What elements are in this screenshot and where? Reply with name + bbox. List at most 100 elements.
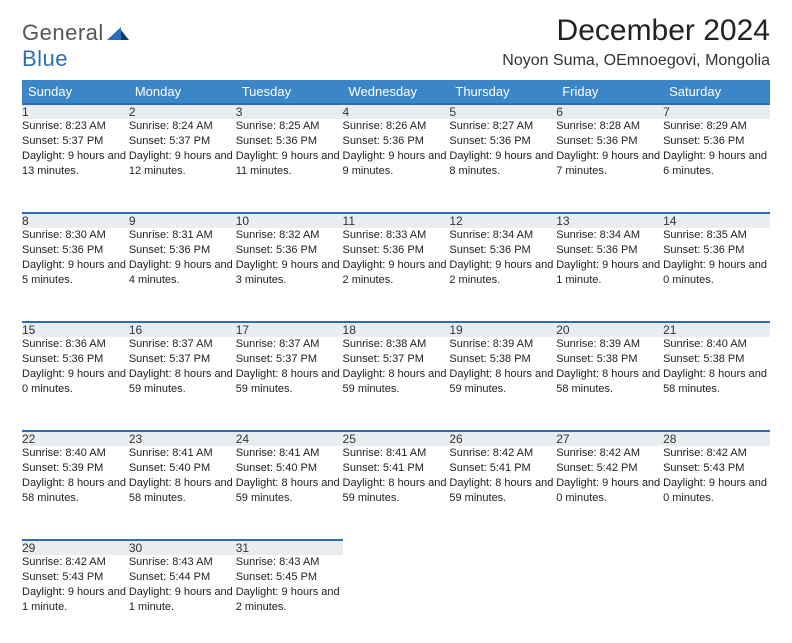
daylight-text: Daylight: 9 hours and 0 minutes.	[556, 476, 663, 506]
sunrise-text: Sunrise: 8:25 AM	[236, 119, 343, 134]
week-content-row: Sunrise: 8:36 AMSunset: 5:36 PMDaylight:…	[22, 337, 770, 425]
location-text: Noyon Suma, OEmnoegovi, Mongolia	[502, 52, 770, 70]
week-daynum-row: 891011121314	[22, 213, 770, 228]
day-cell: Sunrise: 8:32 AMSunset: 5:36 PMDaylight:…	[236, 228, 343, 316]
sunrise-text: Sunrise: 8:41 AM	[236, 446, 343, 461]
sunset-text: Sunset: 5:43 PM	[663, 461, 770, 476]
day-number: 16	[129, 322, 236, 337]
day-number: 24	[236, 431, 343, 446]
week-content-row: Sunrise: 8:42 AMSunset: 5:43 PMDaylight:…	[22, 555, 770, 643]
weekday-header: Monday	[129, 80, 236, 104]
sunrise-text: Sunrise: 8:29 AM	[663, 119, 770, 134]
daylight-text: Daylight: 9 hours and 5 minutes.	[22, 258, 129, 288]
weekday-header: Tuesday	[236, 80, 343, 104]
weekday-header: Saturday	[663, 80, 770, 104]
sunrise-text: Sunrise: 8:42 AM	[556, 446, 663, 461]
day-number: 20	[556, 322, 663, 337]
daylight-text: Daylight: 8 hours and 58 minutes.	[556, 367, 663, 397]
logo: General Blue	[22, 14, 129, 72]
empty-cell	[343, 540, 450, 555]
daylight-text: Daylight: 9 hours and 0 minutes.	[663, 258, 770, 288]
sunset-text: Sunset: 5:40 PM	[236, 461, 343, 476]
daylight-text: Daylight: 9 hours and 1 minute.	[556, 258, 663, 288]
sunset-text: Sunset: 5:41 PM	[449, 461, 556, 476]
sunrise-text: Sunrise: 8:40 AM	[663, 337, 770, 352]
sunrise-text: Sunrise: 8:28 AM	[556, 119, 663, 134]
sunrise-text: Sunrise: 8:24 AM	[129, 119, 236, 134]
weekday-header: Thursday	[449, 80, 556, 104]
sunset-text: Sunset: 5:38 PM	[663, 352, 770, 367]
empty-cell	[556, 540, 663, 555]
daylight-text: Daylight: 8 hours and 58 minutes.	[663, 367, 770, 397]
sunrise-text: Sunrise: 8:37 AM	[236, 337, 343, 352]
daylight-text: Daylight: 8 hours and 58 minutes.	[129, 476, 236, 506]
sunrise-text: Sunrise: 8:42 AM	[663, 446, 770, 461]
daylight-text: Daylight: 8 hours and 58 minutes.	[22, 476, 129, 506]
week-daynum-row: 1234567	[22, 104, 770, 119]
day-number: 9	[129, 213, 236, 228]
sunset-text: Sunset: 5:36 PM	[449, 134, 556, 149]
sunrise-text: Sunrise: 8:41 AM	[129, 446, 236, 461]
sunrise-text: Sunrise: 8:26 AM	[343, 119, 450, 134]
sunset-text: Sunset: 5:38 PM	[556, 352, 663, 367]
sunset-text: Sunset: 5:44 PM	[129, 570, 236, 585]
day-cell: Sunrise: 8:42 AMSunset: 5:43 PMDaylight:…	[663, 446, 770, 534]
sunrise-text: Sunrise: 8:30 AM	[22, 228, 129, 243]
day-cell: Sunrise: 8:33 AMSunset: 5:36 PMDaylight:…	[343, 228, 450, 316]
daylight-text: Daylight: 9 hours and 2 minutes.	[236, 585, 343, 615]
daylight-text: Daylight: 9 hours and 12 minutes.	[129, 149, 236, 179]
day-number: 6	[556, 104, 663, 119]
daylight-text: Daylight: 9 hours and 2 minutes.	[449, 258, 556, 288]
day-cell: Sunrise: 8:42 AMSunset: 5:42 PMDaylight:…	[556, 446, 663, 534]
day-number: 28	[663, 431, 770, 446]
day-number: 25	[343, 431, 450, 446]
title-block: December 2024 Noyon Suma, OEmnoegovi, Mo…	[502, 14, 770, 70]
daylight-text: Daylight: 8 hours and 59 minutes.	[449, 476, 556, 506]
day-cell: Sunrise: 8:41 AMSunset: 5:40 PMDaylight:…	[236, 446, 343, 534]
sunset-text: Sunset: 5:36 PM	[22, 352, 129, 367]
sunset-text: Sunset: 5:36 PM	[22, 243, 129, 258]
day-cell: Sunrise: 8:41 AMSunset: 5:41 PMDaylight:…	[343, 446, 450, 534]
empty-cell	[343, 555, 450, 643]
sunrise-text: Sunrise: 8:32 AM	[236, 228, 343, 243]
day-number: 15	[22, 322, 129, 337]
daylight-text: Daylight: 8 hours and 59 minutes.	[343, 476, 450, 506]
daylight-text: Daylight: 9 hours and 0 minutes.	[22, 367, 129, 397]
sunrise-text: Sunrise: 8:27 AM	[449, 119, 556, 134]
day-number: 17	[236, 322, 343, 337]
sunset-text: Sunset: 5:37 PM	[236, 352, 343, 367]
week-daynum-row: 293031	[22, 540, 770, 555]
day-number: 3	[236, 104, 343, 119]
daylight-text: Daylight: 9 hours and 0 minutes.	[663, 476, 770, 506]
daylight-text: Daylight: 9 hours and 4 minutes.	[129, 258, 236, 288]
day-number: 11	[343, 213, 450, 228]
sunset-text: Sunset: 5:36 PM	[343, 134, 450, 149]
sunrise-text: Sunrise: 8:31 AM	[129, 228, 236, 243]
sunrise-text: Sunrise: 8:35 AM	[663, 228, 770, 243]
sunset-text: Sunset: 5:36 PM	[556, 243, 663, 258]
empty-cell	[556, 555, 663, 643]
day-cell: Sunrise: 8:43 AMSunset: 5:45 PMDaylight:…	[236, 555, 343, 643]
day-number: 13	[556, 213, 663, 228]
day-cell: Sunrise: 8:28 AMSunset: 5:36 PMDaylight:…	[556, 119, 663, 207]
daylight-text: Daylight: 9 hours and 7 minutes.	[556, 149, 663, 179]
day-number: 10	[236, 213, 343, 228]
sunset-text: Sunset: 5:37 PM	[129, 352, 236, 367]
day-number: 23	[129, 431, 236, 446]
week-daynum-row: 22232425262728	[22, 431, 770, 446]
day-cell: Sunrise: 8:43 AMSunset: 5:44 PMDaylight:…	[129, 555, 236, 643]
sunset-text: Sunset: 5:36 PM	[236, 134, 343, 149]
daylight-text: Daylight: 9 hours and 3 minutes.	[236, 258, 343, 288]
day-number: 14	[663, 213, 770, 228]
sunrise-text: Sunrise: 8:39 AM	[556, 337, 663, 352]
day-cell: Sunrise: 8:42 AMSunset: 5:41 PMDaylight:…	[449, 446, 556, 534]
weekday-header: Wednesday	[343, 80, 450, 104]
sunset-text: Sunset: 5:37 PM	[129, 134, 236, 149]
sunset-text: Sunset: 5:43 PM	[22, 570, 129, 585]
day-cell: Sunrise: 8:39 AMSunset: 5:38 PMDaylight:…	[556, 337, 663, 425]
sunset-text: Sunset: 5:37 PM	[343, 352, 450, 367]
page-title: December 2024	[502, 14, 770, 48]
week-content-row: Sunrise: 8:30 AMSunset: 5:36 PMDaylight:…	[22, 228, 770, 316]
sunset-text: Sunset: 5:41 PM	[343, 461, 450, 476]
daylight-text: Daylight: 8 hours and 59 minutes.	[236, 367, 343, 397]
